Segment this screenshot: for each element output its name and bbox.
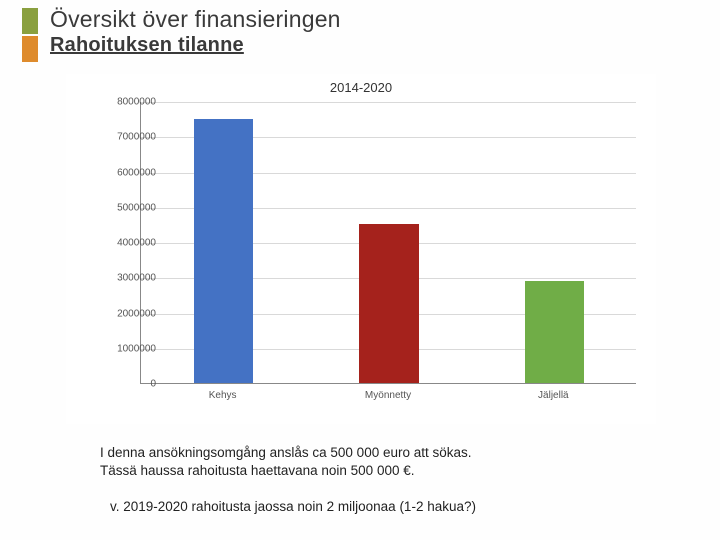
accent-blocks [22,8,38,62]
title-line2: Rahoituksen tilanne [50,34,244,57]
y-tick-label: 3000000 [88,273,156,284]
x-tick-label: Jäljellä [538,390,569,401]
y-tick-label: 4000000 [88,238,156,249]
slide: Översikt över finansieringen Rahoituksen… [0,0,720,540]
x-tick-label: Kehys [209,390,237,401]
y-tick-label: 2000000 [88,308,156,319]
y-tick-label: 0 [88,379,156,390]
accent-block-bottom [22,36,38,62]
body-line-3: v. 2019-2020 rahoitusta jaossa noin 2 mi… [110,498,476,516]
title-line1: Översikt över finansieringen [50,6,341,33]
bar-myönnetty [359,224,419,383]
y-tick-label: 8000000 [88,97,156,108]
accent-block-top [22,8,38,34]
bar-jäljellä [525,281,585,383]
header: Översikt över finansieringen Rahoituksen… [0,0,720,68]
bar-chart: 2014-2020 0 1000000 2000000 3000000 4000000 5… [66,74,656,424]
chart-title: 2014-2020 [66,74,656,95]
plot-area [140,102,636,384]
grid-line [141,102,636,103]
y-tick-label: 1000000 [88,343,156,354]
y-tick-label: 5000000 [88,202,156,213]
x-tick-label: Myönnetty [365,390,411,401]
body-line-2: Tässä haussa rahoitusta haettavana noin … [100,462,414,480]
y-tick-label: 6000000 [88,167,156,178]
y-tick-label: 7000000 [88,132,156,143]
bar-kehys [194,119,254,383]
body-line-1: I denna ansökningsomgång anslås ca 500 0… [100,444,472,462]
